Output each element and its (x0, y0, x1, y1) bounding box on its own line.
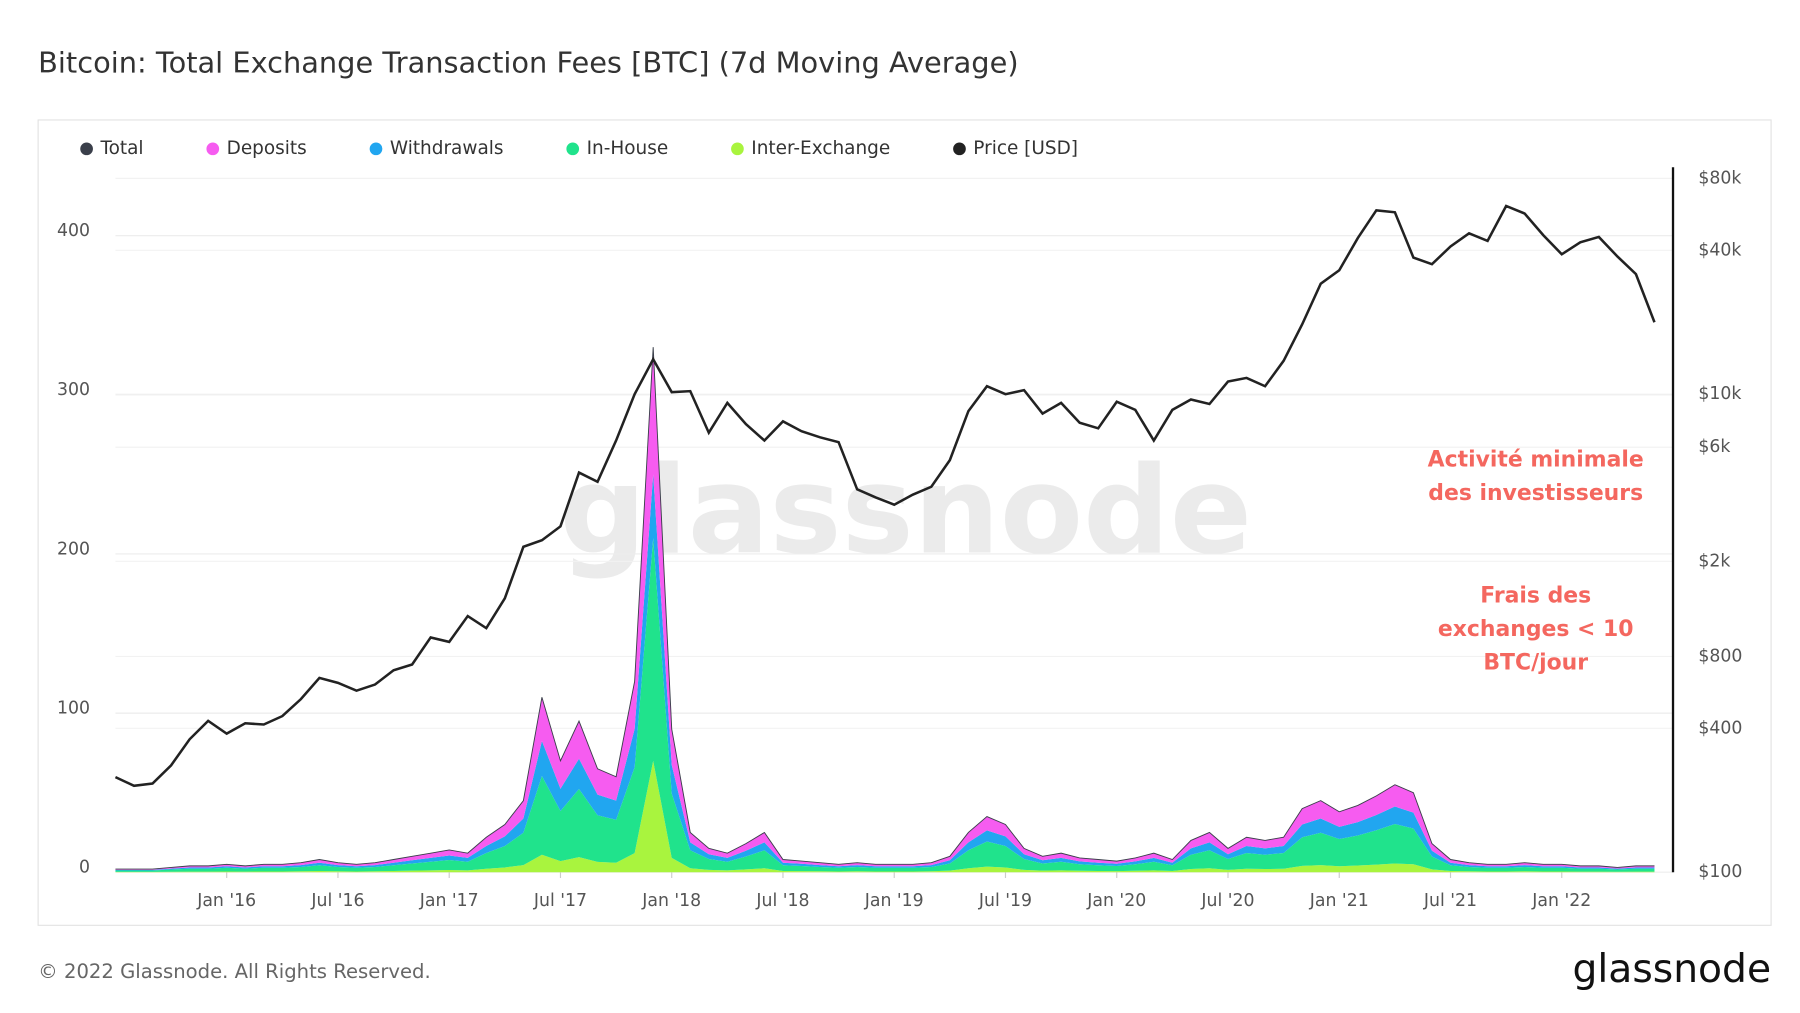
y2-tick-label: $40k (1698, 240, 1741, 260)
y2-tick-label: $2k (1698, 551, 1730, 571)
x-tick-label: Jan '21 (1309, 891, 1369, 911)
legend-label: Withdrawals (390, 138, 504, 159)
footer: © 2022 Glassnode. All Rights Reserved. (38, 960, 431, 983)
legend-marker (369, 142, 383, 156)
x-tick-label: Jan '16 (196, 891, 256, 911)
annotation: exchanges < 10 (1438, 617, 1634, 642)
y2-tick-label: $400 (1698, 718, 1742, 738)
x-tick-label: Jul '18 (755, 891, 809, 911)
x-tick-label: Jul '17 (533, 891, 587, 911)
y2-tick-label: $80k (1698, 168, 1741, 188)
x-tick-label: Jan '18 (641, 891, 701, 911)
legend-label: Inter-Exchange (751, 138, 890, 159)
legend-marker (80, 142, 93, 156)
annotation: des investisseurs (1428, 481, 1643, 506)
annotation: Frais des (1480, 583, 1591, 608)
y-tick-label: 200 (57, 539, 90, 559)
y-tick-label: 300 (57, 380, 90, 400)
y-tick-label: 400 (57, 221, 90, 241)
legend-marker (206, 142, 220, 156)
chart-frame (37, 119, 1772, 926)
x-tick-label: Jan '22 (1531, 891, 1591, 911)
legend-marker (566, 142, 580, 156)
legend-label: Deposits (227, 138, 307, 159)
chart-title: Bitcoin: Total Exchange Transaction Fees… (38, 46, 1018, 80)
legend-label: Total (99, 138, 143, 159)
x-tick-label: Jul '20 (1200, 891, 1254, 911)
x-tick-label: Jul '16 (310, 891, 364, 911)
y2-tick-label: $100 (1698, 862, 1742, 882)
total-line (115, 347, 1655, 870)
legend-label: Price [USD] (973, 138, 1078, 159)
y2-tick-label: $800 (1698, 646, 1742, 666)
legend-label: In-House (587, 138, 669, 159)
logo: glassnode (1573, 947, 1772, 992)
annotation: Activité minimale (1428, 447, 1644, 472)
plot: 0 100 200 300 400 $100 $400 $800 $2k $6k $10k $40k $… (57, 138, 1742, 911)
y-tick-label: 0 (79, 858, 90, 878)
x-tick-label: Jan '17 (419, 891, 479, 911)
x-tick-label: Jan '20 (1086, 891, 1146, 911)
y-tick-label: 100 (57, 698, 90, 718)
x-tick-label: Jul '21 (1423, 891, 1477, 911)
price-line (114, 204, 1656, 788)
legend-marker (953, 142, 966, 156)
x-tick-label: Jan '19 (864, 891, 924, 911)
legend-marker (731, 142, 744, 156)
y2-tick-label: $10k (1698, 384, 1741, 404)
annotation: BTC/jour (1483, 650, 1588, 675)
watermark: glassnode (560, 440, 1252, 581)
x-tick-label: Jul '19 (978, 891, 1032, 911)
y2-tick-label: $6k (1698, 437, 1730, 457)
